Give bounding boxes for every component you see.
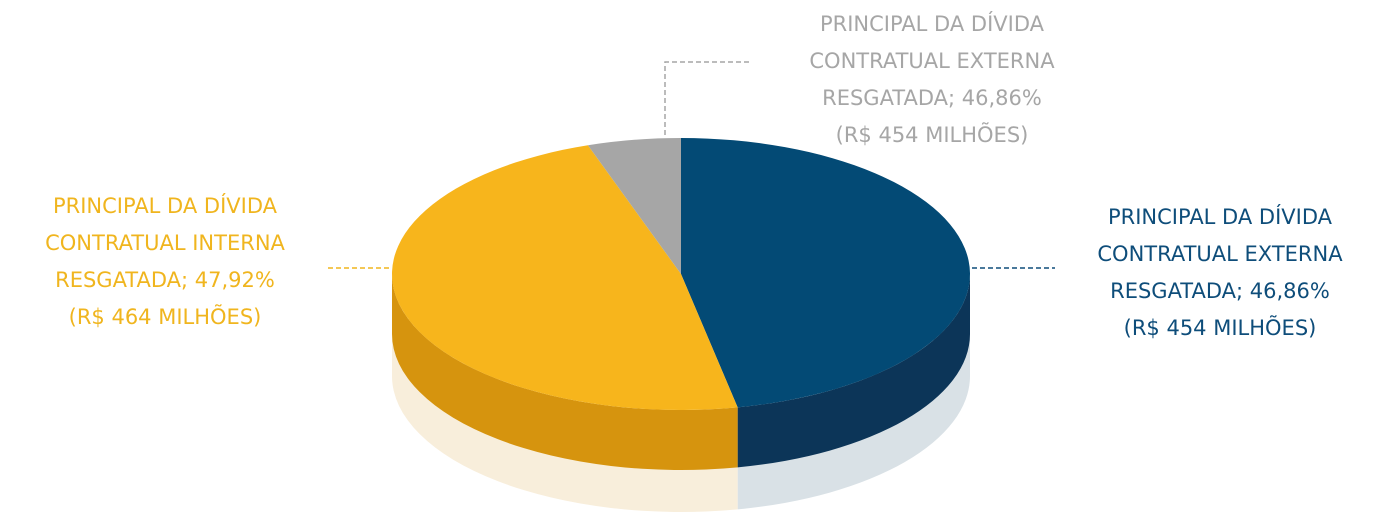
slice-label: (R$ 454 MILHÕES) <box>836 121 1029 147</box>
slice-side <box>737 274 970 468</box>
slice-label: RESGATADA; 46,86% <box>822 86 1042 110</box>
slice-label: PRINCIPAL DA DÍVIDA <box>53 193 278 218</box>
slice-label: RESGATADA; 47,92% <box>55 268 275 292</box>
leader-line <box>664 61 750 135</box>
slice-label: (R$ 464 MILHÕES) <box>69 303 262 329</box>
slice-label: (R$ 454 MILHÕES) <box>1124 314 1317 340</box>
slice-label: RESGATADA; 46,86% <box>1110 279 1330 303</box>
slice-label: PRINCIPAL DA DÍVIDA <box>1108 204 1333 229</box>
slice-label: CONTRATUAL EXTERNA <box>809 49 1055 73</box>
slice-side <box>392 274 738 470</box>
slice <box>681 138 970 408</box>
slice-label: PRINCIPAL DA DÍVIDA <box>820 11 1045 36</box>
slice-label: CONTRATUAL EXTERNA <box>1097 242 1343 266</box>
slice <box>392 145 738 410</box>
slice-label: CONTRATUAL INTERNA <box>45 231 285 255</box>
slice <box>587 138 681 274</box>
